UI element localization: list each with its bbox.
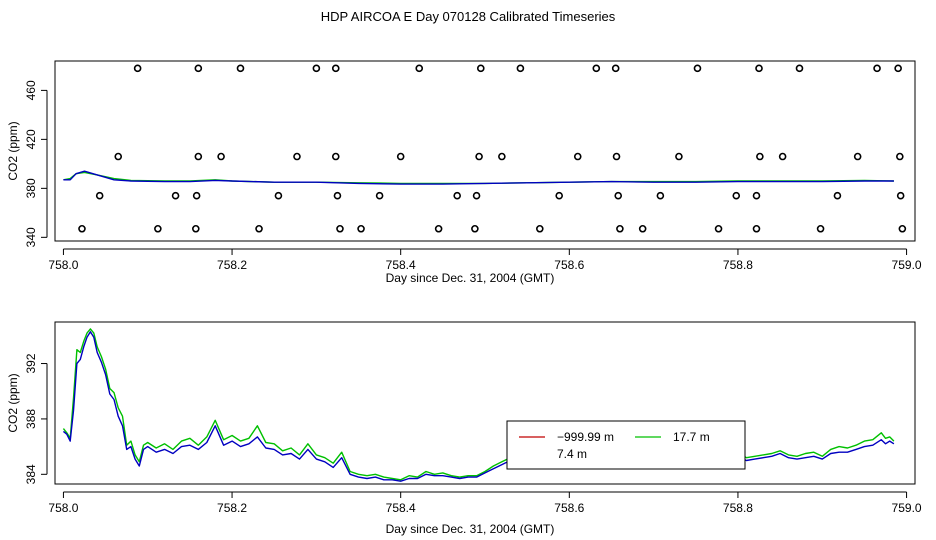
legend-box: [506, 420, 746, 470]
data-point: [894, 64, 902, 73]
x-axis-label: Day since Dec. 31, 2004 (GMT): [386, 522, 555, 536]
x-tick-label: 758.4: [386, 258, 416, 272]
x-tick-label: 759.0: [892, 258, 922, 272]
y-tick-label: 380: [24, 178, 38, 198]
legend-label: −999.99 m: [557, 430, 614, 444]
data-point: [755, 64, 763, 73]
data-point: [555, 191, 563, 200]
x-tick-label: 758.6: [554, 258, 584, 272]
data-point: [795, 64, 804, 73]
top-panel: 758.0 758.2 758.4 758.6 758.8 759.0 340 380 420 4…: [6, 60, 922, 285]
data-point: [714, 224, 723, 233]
data-point: [217, 152, 225, 161]
x-tick-label: 758.2: [217, 501, 247, 515]
data-point: [498, 152, 506, 161]
bottom-panel: 758.0 758.2 758.4 758.6 758.8 759.0 384 388 392 D…: [6, 321, 922, 536]
data-point: [573, 152, 582, 161]
data-point: [475, 152, 483, 161]
data-point: [194, 64, 203, 73]
data-point: [693, 64, 702, 73]
data-point: [896, 191, 905, 200]
plot-area: [62, 328, 895, 482]
data-point: [357, 224, 365, 233]
data-point: [592, 64, 601, 73]
data-point: [133, 64, 142, 73]
x-tick-label: 758.6: [554, 501, 584, 515]
data-point: [616, 224, 624, 233]
data-point: [274, 191, 283, 200]
data-point: [333, 191, 342, 200]
series-line-2: [62, 331, 895, 482]
data-point: [752, 224, 761, 233]
data-point: [873, 64, 881, 73]
data-point: [612, 152, 621, 161]
data-point: [194, 152, 203, 161]
data-point: [453, 191, 461, 200]
data-point: [675, 152, 683, 161]
data-point: [611, 64, 620, 73]
data-point: [476, 64, 485, 73]
data-point: [614, 191, 623, 200]
x-tick-label: 759.0: [892, 501, 922, 515]
plot-frame: [54, 321, 916, 485]
data-point: [471, 224, 479, 233]
data-point: [638, 224, 647, 233]
x-tick-label: 758.0: [48, 501, 78, 515]
data-point: [816, 224, 825, 233]
data-point: [896, 152, 904, 161]
series-line-2: [63, 170, 894, 185]
data-point: [756, 152, 764, 161]
data-point: [336, 224, 344, 233]
data-point: [656, 191, 665, 200]
y-tick-label: 392: [24, 353, 38, 373]
data-point: [192, 191, 201, 200]
data-point: [375, 191, 384, 200]
y-axis-label: CO2 (ppm): [6, 121, 20, 180]
data-point: [95, 191, 104, 200]
data-point: [434, 224, 443, 233]
x-tick-label: 758.8: [723, 501, 753, 515]
data-point: [255, 224, 263, 233]
data-point: [331, 152, 340, 161]
data-point: [154, 224, 162, 233]
data-point: [192, 224, 200, 233]
x-tick-label: 758.4: [386, 501, 416, 515]
plot-frame: [54, 60, 916, 242]
data-point: [312, 64, 321, 73]
x-tick-label: 758.0: [48, 258, 78, 272]
data-point: [331, 64, 340, 73]
data-point: [171, 191, 180, 200]
data-point: [536, 224, 544, 233]
y-tick-label: 460: [24, 80, 38, 100]
y-tick-label: 420: [24, 129, 38, 149]
data-point: [78, 224, 86, 233]
data-point: [732, 191, 741, 200]
data-point: [472, 191, 481, 200]
data-point: [853, 152, 862, 161]
data-point: [516, 64, 525, 73]
y-axis-label: CO2 (ppm): [6, 373, 20, 432]
data-point: [833, 191, 842, 200]
data-point: [415, 64, 424, 73]
x-tick-label: 758.2: [217, 258, 247, 272]
data-point: [236, 64, 245, 73]
data-point: [293, 152, 301, 161]
x-axis-label: Day since Dec. 31, 2004 (GMT): [386, 271, 555, 285]
plot-area: [63, 64, 907, 233]
data-point: [114, 152, 123, 161]
y-tick-label: 384: [24, 464, 38, 484]
legend-label: 17.7 m: [673, 430, 710, 444]
series-line-1: [62, 328, 895, 481]
page-title: HDP AIRCOA E Day 070128 Calibrated Times…: [320, 9, 616, 24]
y-tick-label: 388: [24, 409, 38, 429]
x-tick-label: 758.8: [723, 258, 753, 272]
legend-label: 7.4 m: [557, 447, 587, 461]
data-point: [396, 152, 405, 161]
data-point: [898, 224, 907, 233]
data-point: [752, 191, 761, 200]
data-point: [778, 152, 787, 161]
y-tick-label: 340: [24, 227, 38, 247]
legend: −999.99 m 17.7 m 7.4 m: [506, 420, 746, 470]
